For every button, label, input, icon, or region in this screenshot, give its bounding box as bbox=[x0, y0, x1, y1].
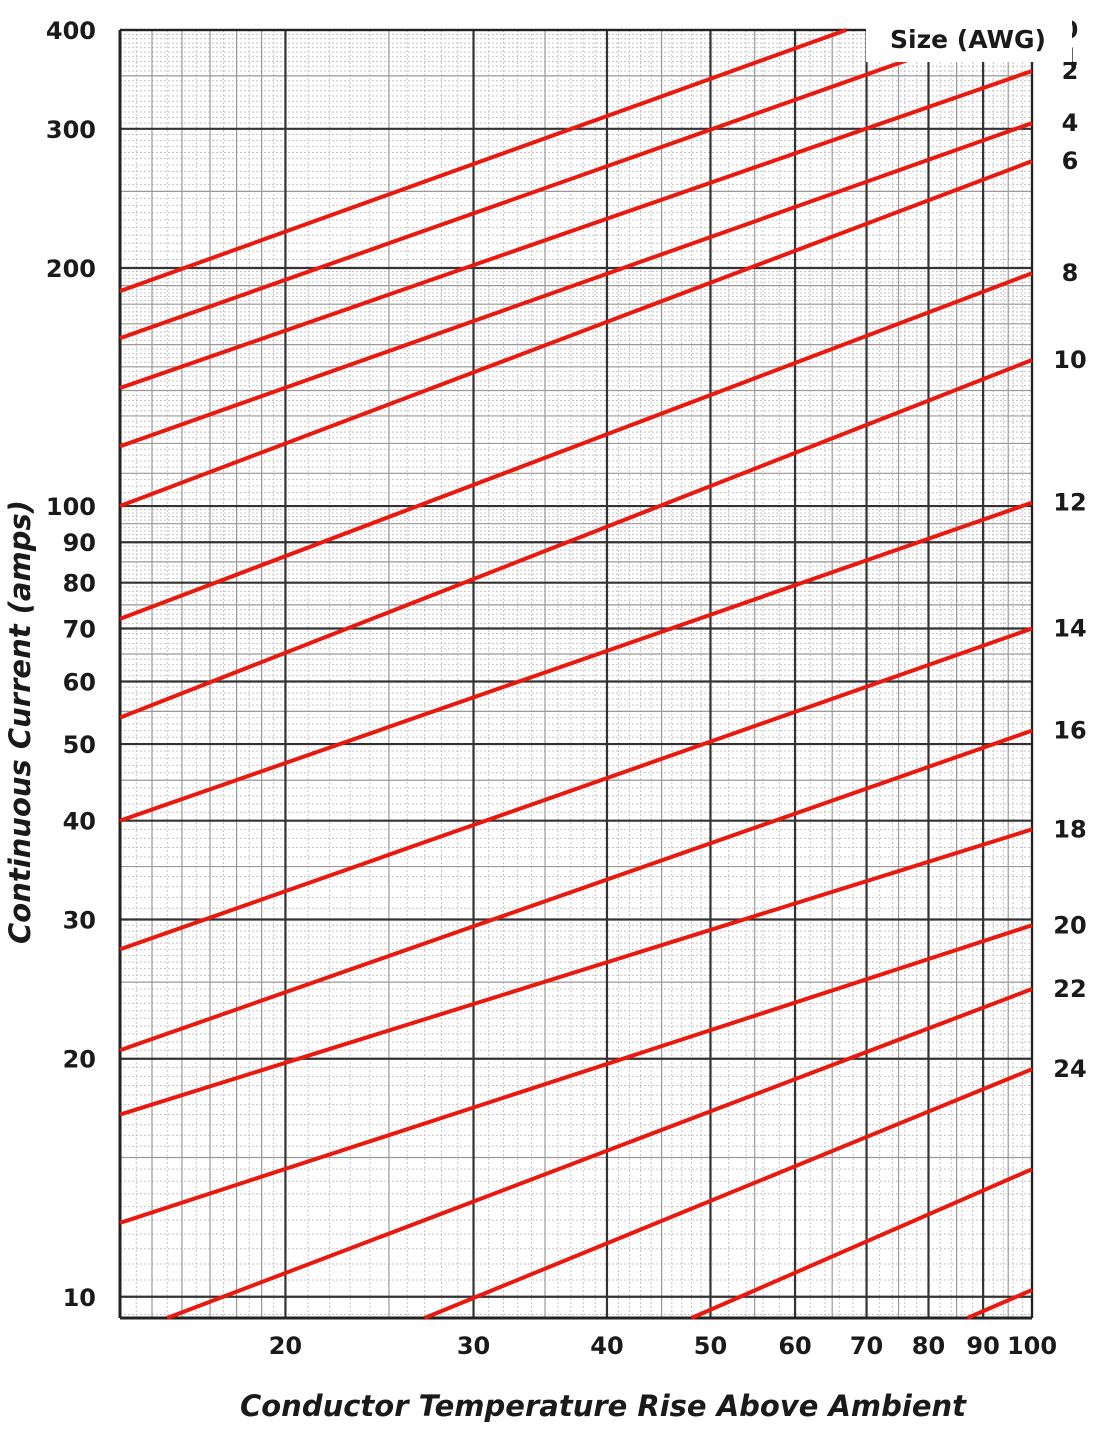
y-tick-label: 90 bbox=[63, 529, 96, 557]
x-tick-label: 20 bbox=[269, 1332, 302, 1360]
y-tick-label: 80 bbox=[63, 570, 96, 598]
series-label: 8 bbox=[1062, 259, 1079, 287]
series-label: 24 bbox=[1053, 1055, 1086, 1083]
y-tick-label: 300 bbox=[46, 116, 96, 144]
label-layer: 0124681012141618202224 bbox=[1053, 16, 1086, 1083]
series-line bbox=[119, 827, 1033, 1117]
series-label: 22 bbox=[1053, 975, 1086, 1003]
y-tick-label: 30 bbox=[63, 906, 96, 934]
series-line bbox=[119, 69, 1033, 390]
series-line bbox=[119, 54, 918, 341]
series-label: 6 bbox=[1062, 147, 1079, 175]
x-tick-label: 50 bbox=[694, 1332, 727, 1360]
y-tick-label: 100 bbox=[46, 493, 96, 521]
series-label: 14 bbox=[1053, 615, 1086, 643]
series-line bbox=[119, 159, 1033, 508]
x-tick-label: 90 bbox=[966, 1332, 999, 1360]
grid-layer bbox=[118, 28, 1034, 1320]
x-axis-title: Conductor Temperature Rise Above Ambient bbox=[240, 1389, 967, 1423]
series-line bbox=[119, 28, 847, 293]
y-tick-label: 70 bbox=[63, 616, 96, 644]
y-axis-title: Continuous Current (amps) bbox=[3, 500, 37, 944]
series-line bbox=[119, 923, 1033, 1225]
series-line bbox=[119, 728, 1033, 1053]
y-tick-label: 50 bbox=[63, 731, 96, 759]
x-tick-label: 40 bbox=[590, 1332, 623, 1360]
series-layer bbox=[119, 28, 1033, 1320]
series-line bbox=[119, 271, 1033, 621]
series-line bbox=[119, 358, 1033, 720]
y-tick-label: 60 bbox=[63, 668, 96, 696]
y-tick-label: 10 bbox=[63, 1284, 96, 1312]
x-tick-label: 70 bbox=[850, 1332, 883, 1360]
series-line bbox=[119, 626, 1033, 952]
y-tick-label: 40 bbox=[63, 808, 96, 836]
series-label: 16 bbox=[1053, 717, 1086, 745]
series-line bbox=[966, 1288, 1033, 1320]
series-line bbox=[690, 1167, 1033, 1320]
series-line bbox=[166, 987, 1033, 1320]
series-label: 10 bbox=[1053, 346, 1086, 374]
series-label: 12 bbox=[1053, 489, 1086, 517]
x-tick-label: 30 bbox=[457, 1332, 490, 1360]
x-tick-label: 60 bbox=[778, 1332, 811, 1360]
series-line bbox=[119, 500, 1033, 823]
series-label: 18 bbox=[1053, 815, 1086, 843]
series-line bbox=[119, 121, 1033, 449]
y-tick-label: 400 bbox=[46, 17, 96, 45]
legend-title: Size (AWG) bbox=[890, 25, 1046, 54]
y-tick-label: 200 bbox=[46, 255, 96, 283]
series-label: 20 bbox=[1053, 911, 1086, 939]
x-tick-label: 100 bbox=[1007, 1332, 1057, 1360]
series-label: 4 bbox=[1062, 109, 1079, 137]
x-tick-label: 80 bbox=[912, 1332, 945, 1360]
series-line bbox=[423, 1067, 1033, 1320]
series-label: 2 bbox=[1062, 57, 1079, 85]
y-tick-label: 20 bbox=[63, 1046, 96, 1074]
tick-layer: 20 30 40 50 60 70 80 90 100 10 20 30 40 50 60 70 80 90 100… bbox=[46, 17, 1057, 1360]
